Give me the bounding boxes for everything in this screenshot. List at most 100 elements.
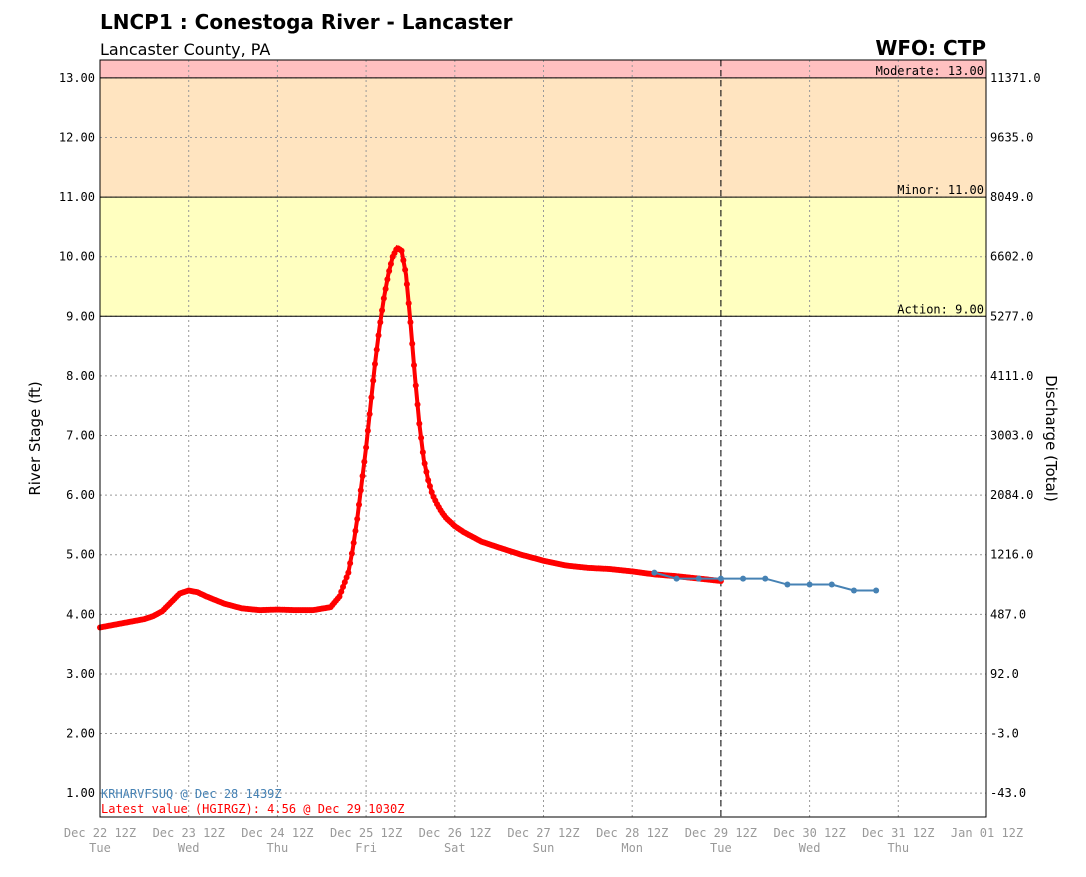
observed-point: [428, 489, 435, 496]
y2-tick-label: 3003.0: [990, 429, 1033, 443]
y-tick-label: 2.00: [66, 727, 95, 741]
forecast-point: [806, 581, 813, 588]
x-tick-label: Dec 31 12Z: [862, 826, 934, 840]
observed-point: [409, 340, 416, 347]
observed-point: [354, 515, 361, 522]
observed-point: [421, 460, 428, 467]
observed-point: [407, 319, 414, 326]
x-day-label: Sat: [444, 841, 466, 855]
forecast-point: [850, 587, 857, 594]
x-day-label: Thu: [267, 841, 289, 855]
observed-point: [361, 458, 368, 465]
x-day-label: Tue: [89, 841, 111, 855]
observed-point: [375, 332, 382, 339]
forecast-point: [740, 575, 747, 582]
y-tick-label: 13.00: [59, 71, 95, 85]
observed-point: [352, 527, 359, 534]
x-day-label: Wed: [799, 841, 821, 855]
y2-tick-label: -43.0: [990, 786, 1026, 800]
forecast-point: [828, 581, 835, 588]
observed-point: [426, 483, 433, 490]
forecast-point: [717, 575, 724, 582]
forecast-point: [673, 575, 680, 582]
observed-point: [377, 319, 384, 326]
observed-point: [386, 268, 393, 275]
y-tick-label: 4.00: [66, 607, 95, 621]
observed-point: [343, 574, 350, 581]
observed-point: [384, 276, 391, 283]
y-tick-label: 7.00: [66, 429, 95, 443]
x-day-label: Fri: [355, 841, 377, 855]
observed-point: [364, 427, 371, 434]
y-tick-label: 3.00: [66, 667, 95, 681]
observed-point: [363, 444, 370, 451]
forecast-point: [873, 587, 880, 594]
x-day-label: Thu: [887, 841, 909, 855]
threshold-label-minor: Minor: 11.00: [897, 183, 984, 197]
x-tick-label: Dec 25 12Z: [330, 826, 402, 840]
y2-tick-label: 1216.0: [990, 548, 1033, 562]
observed-point: [368, 394, 375, 401]
x-day-label: Mon: [621, 841, 643, 855]
y2-tick-label: 92.0: [990, 667, 1019, 681]
chart-title: LNCP1 : Conestoga River - Lancaster: [100, 10, 513, 34]
x-day-label: Tue: [710, 841, 732, 855]
observed-point: [405, 300, 412, 307]
observed-point: [380, 295, 387, 302]
observed-point: [348, 550, 355, 557]
forecast-source-label: KRHARVFSUQ @ Dec 28 1439Z: [101, 787, 282, 801]
y-tick-label: 12.00: [59, 130, 95, 144]
chart-subtitle: Lancaster County, PA: [100, 40, 271, 59]
observed-point: [371, 360, 378, 367]
y2-tick-label: 8049.0: [990, 190, 1033, 204]
observed-point: [359, 473, 366, 480]
observed-point: [356, 501, 363, 508]
threshold-label-moderate: Moderate: 13.00: [876, 64, 984, 78]
x-tick-label: Dec 26 12Z: [419, 826, 491, 840]
plot-border: [99, 59, 987, 818]
observed-point: [400, 257, 407, 264]
observed-point: [379, 307, 386, 314]
y-axis-title: River Stage (ft): [26, 381, 44, 495]
observed-point: [366, 411, 373, 418]
minor-flood-band: [100, 77, 986, 198]
y2-tick-label: 5277.0: [990, 309, 1033, 323]
observed-point: [357, 487, 364, 494]
observed-point: [403, 281, 410, 288]
x-tick-label: Dec 22 12Z: [64, 826, 136, 840]
y2-tick-label: 4111.0: [990, 369, 1033, 383]
y-tick-label: 8.00: [66, 369, 95, 383]
x-tick-label: Dec 28 12Z: [596, 826, 668, 840]
observed-point: [373, 346, 380, 353]
y2-axis-title: Discharge (Total): [1042, 375, 1060, 502]
observed-point: [414, 401, 421, 408]
observed-point: [410, 362, 417, 369]
forecast-point: [762, 575, 769, 582]
observed-series: [97, 244, 724, 631]
observed-point: [338, 588, 345, 595]
y-tick-label: 6.00: [66, 488, 95, 502]
y-tick-label: 5.00: [66, 548, 95, 562]
y2-tick-label: 11371.0: [990, 71, 1041, 85]
y-tick-label: 10.00: [59, 250, 95, 264]
y-tick-label: 11.00: [59, 190, 95, 204]
x-tick-label: Dec 30 12Z: [773, 826, 845, 840]
observed-point: [387, 260, 394, 267]
wfo-label: WFO: CTP: [875, 36, 986, 60]
forecast-point: [651, 569, 658, 576]
forecast-series: [651, 569, 880, 594]
observed-point: [347, 560, 354, 567]
observed-point: [370, 377, 377, 384]
y-tick-label: 1.00: [66, 786, 95, 800]
observed-point: [382, 285, 389, 292]
observed-point: [398, 247, 405, 254]
y2-tick-label: 9635.0: [990, 130, 1033, 144]
observed-point: [336, 593, 343, 600]
forecast-point: [784, 581, 791, 588]
x-day-label: Wed: [178, 841, 200, 855]
latest-value-label: Latest value (HGIRGZ): 4.56 @ Dec 29 103…: [101, 802, 404, 816]
observed-point: [416, 420, 423, 427]
observed-point: [402, 266, 409, 273]
observed-point: [341, 579, 348, 586]
